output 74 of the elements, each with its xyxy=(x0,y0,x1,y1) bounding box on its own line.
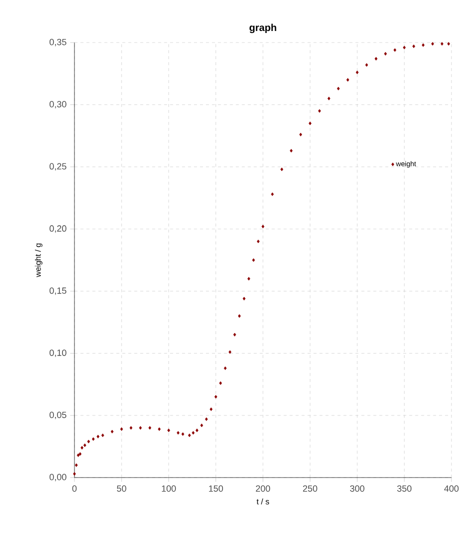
x-tick-label: 100 xyxy=(162,485,176,492)
point xyxy=(205,417,208,421)
point xyxy=(394,48,396,52)
point xyxy=(318,109,321,113)
point xyxy=(412,44,416,48)
point xyxy=(148,426,152,430)
point xyxy=(83,443,86,448)
x-tick-label: 400 xyxy=(444,485,459,492)
x-tick-label: 150 xyxy=(209,485,223,492)
point xyxy=(176,431,180,435)
point xyxy=(247,276,250,281)
point xyxy=(447,42,450,46)
point xyxy=(200,424,204,428)
point xyxy=(78,452,82,456)
point xyxy=(374,56,378,61)
y-tick-label: 0,15 xyxy=(50,287,66,295)
point xyxy=(139,426,142,430)
y-tick-label: 0,25 xyxy=(50,163,66,171)
point xyxy=(356,70,359,74)
point xyxy=(270,192,274,196)
point xyxy=(110,430,114,434)
point xyxy=(158,427,161,431)
y-tick-label: 0,10 xyxy=(50,350,66,357)
x-tick-label: 0 xyxy=(72,485,77,492)
point xyxy=(384,52,387,56)
point xyxy=(92,437,95,441)
point xyxy=(101,434,104,438)
point xyxy=(336,86,340,90)
point xyxy=(120,427,123,431)
point xyxy=(74,463,78,467)
point xyxy=(224,366,227,370)
point xyxy=(402,46,406,50)
x-tick-label: 250 xyxy=(303,485,318,492)
point xyxy=(346,78,350,82)
point xyxy=(422,43,425,47)
point xyxy=(290,148,293,152)
point xyxy=(242,296,246,300)
point xyxy=(328,96,330,100)
point xyxy=(256,240,260,244)
y-tick-label: 0,05 xyxy=(50,412,66,420)
point xyxy=(252,258,255,262)
y-tick-label: 0,35 xyxy=(50,38,66,46)
x-tick-label: 300 xyxy=(350,485,364,492)
point xyxy=(262,224,264,228)
point xyxy=(188,434,191,438)
point xyxy=(431,42,434,46)
point xyxy=(192,431,195,435)
point xyxy=(96,434,100,438)
point xyxy=(181,432,184,436)
point xyxy=(233,332,236,336)
point xyxy=(219,381,222,385)
point xyxy=(440,42,444,46)
x-tick-label: 350 xyxy=(397,485,412,492)
point xyxy=(73,472,76,476)
y-tick-label: 0,30 xyxy=(50,101,66,108)
point xyxy=(130,426,132,430)
point xyxy=(167,428,170,432)
point xyxy=(210,407,213,412)
point xyxy=(238,314,241,318)
point xyxy=(365,63,368,67)
point xyxy=(214,395,218,399)
point xyxy=(87,440,90,444)
point xyxy=(228,350,232,354)
point xyxy=(280,168,284,172)
x-tick-label: 50 xyxy=(116,485,126,492)
y-tick-label: 0,20 xyxy=(50,225,66,233)
x-tick-label: 200 xyxy=(256,485,270,492)
chart-title: graph xyxy=(250,24,276,34)
point xyxy=(80,446,84,450)
point xyxy=(196,428,198,432)
point xyxy=(308,122,312,126)
y-tick-label: 0,00 xyxy=(50,474,66,482)
point xyxy=(76,453,80,457)
point xyxy=(299,132,302,136)
